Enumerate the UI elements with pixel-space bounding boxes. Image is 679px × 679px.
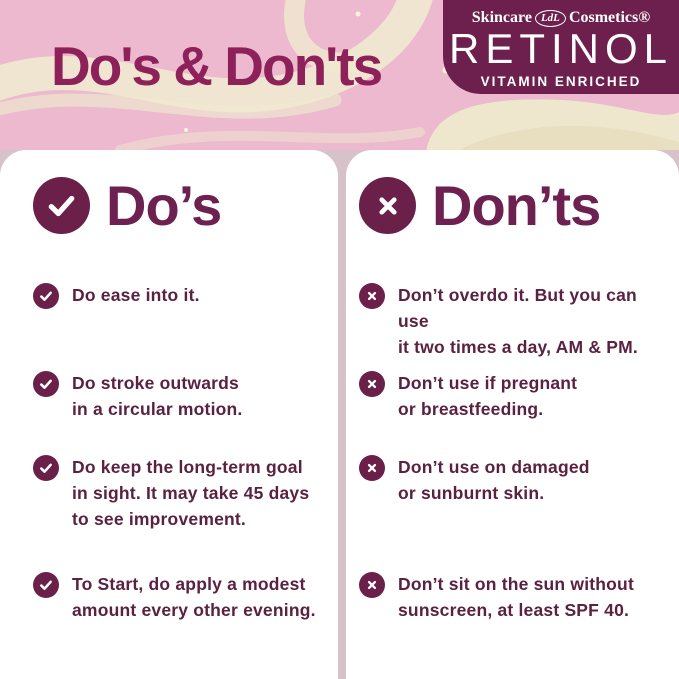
dos-item-text: To Start, do apply a modest amount every… <box>72 574 316 620</box>
x-icon <box>359 572 385 598</box>
donts-item-text: Don’t overdo it. But you can use it two … <box>398 285 638 357</box>
brand-product-name: RETINOL <box>448 25 674 72</box>
x-icon <box>359 371 385 397</box>
header-banner: Do's & Don'ts Skincare LdL Cosmetics® RE… <box>0 0 679 150</box>
check-icon <box>33 371 59 397</box>
brand-monogram-oval: LdL <box>534 9 566 27</box>
list-item: Don’t overdo it. But you can use it two … <box>359 282 671 360</box>
brand-cosmetics-text: Cosmetics® <box>568 9 651 26</box>
dos-item-text: Do ease into it. <box>72 285 200 305</box>
check-icon <box>33 283 59 309</box>
donts-item-text: Don’t sit on the sun without sunscreen, … <box>398 574 634 620</box>
list-item: Do keep the long-term goal in sight. It … <box>33 454 326 532</box>
x-icon <box>359 177 416 234</box>
brand-skincare-text: Skincare <box>471 9 532 26</box>
brand-line: Skincare LdL Cosmetics® <box>443 9 679 27</box>
check-icon <box>33 455 59 481</box>
brand-monogram-text: LdL <box>540 12 560 24</box>
brand-badge: Skincare LdL Cosmetics® RETINOL VITAMIN … <box>443 0 679 94</box>
check-icon <box>33 177 90 234</box>
list-item: To Start, do apply a modest amount every… <box>33 571 326 623</box>
dos-item-text: Do keep the long-term goal in sight. It … <box>72 457 310 529</box>
check-icon <box>33 572 59 598</box>
dos-heading: Do’s <box>106 173 222 237</box>
x-icon <box>359 455 385 481</box>
x-icon <box>359 283 385 309</box>
list-item: Do ease into it. <box>33 282 326 309</box>
donts-card: Don’ts Don’t overdo it. But you can use … <box>346 150 679 679</box>
cream-swirl-decoration <box>0 0 679 150</box>
dos-card: Do’s Do ease into it. Do stroke outwards… <box>0 150 338 679</box>
donts-item-text: Don’t use if pregnant or breastfeeding. <box>398 373 578 419</box>
list-item: Don’t sit on the sun without sunscreen, … <box>359 571 671 623</box>
page-title: Do's & Don'ts <box>51 35 383 97</box>
brand-tagline: VITAMIN ENRICHED <box>480 74 642 89</box>
donts-item-text: Don’t use on damaged or sunburnt skin. <box>398 457 590 503</box>
list-item: Don’t use if pregnant or breastfeeding. <box>359 370 671 422</box>
donts-heading: Don’ts <box>432 173 601 237</box>
list-item: Don’t use on damaged or sunburnt skin. <box>359 454 671 506</box>
list-item: Do stroke outwards in a circular motion. <box>33 370 326 422</box>
dos-item-text: Do stroke outwards in a circular motion. <box>72 373 243 419</box>
dos-header-row: Do’s <box>33 177 326 234</box>
donts-header-row: Don’ts <box>359 177 671 234</box>
